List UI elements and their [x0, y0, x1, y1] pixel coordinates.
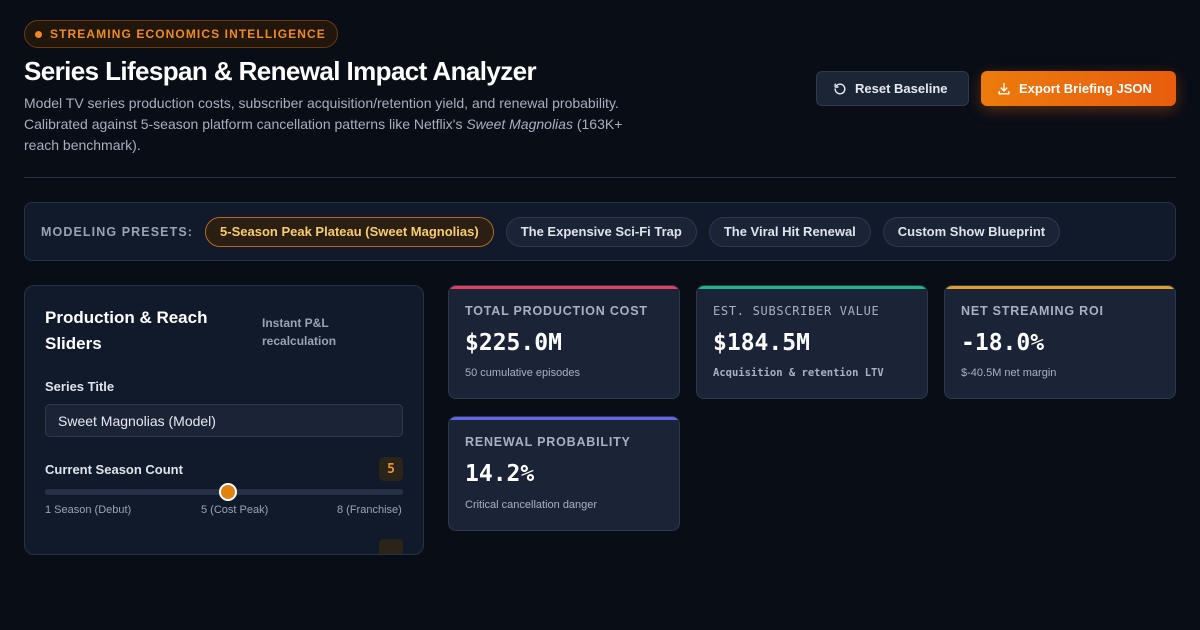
description-text: Model TV series production costs, subscr… [24, 95, 619, 132]
series-title-label: Series Title [45, 379, 115, 394]
controls-panel: Production & Reach Sliders Instant P&L r… [24, 285, 424, 555]
metric-card-production-cost: TOTAL PRODUCTION COST $225.0M 50 cumulat… [448, 285, 680, 399]
preset-sci-fi-trap[interactable]: The Expensive Sci-Fi Trap [505, 216, 697, 247]
metric-card-subscriber-value: EST. SUBSCRIBER VALUE $184.5M Acquisitio… [696, 285, 928, 399]
category-badge: STREAMING ECONOMICS INTELLIGENCE [24, 20, 338, 48]
season-tick-max: 8 (Franchise) [337, 504, 402, 516]
controls-panel-note: Instant P&L recalculation [262, 316, 337, 348]
export-briefing-label: Export Briefing JSON [1019, 81, 1152, 96]
season-slider-thumb[interactable] [219, 483, 237, 501]
season-count-label: Current Season Count [45, 462, 183, 477]
metric-value: $225.0M [465, 330, 562, 356]
metric-accent-bar [697, 286, 927, 289]
metric-card-net-roi: NET STREAMING ROI -18.0% $-40.5M net mar… [944, 285, 1176, 399]
reset-icon [834, 82, 846, 94]
preset-custom-blueprint[interactable]: Custom Show Blueprint [882, 216, 1061, 247]
export-briefing-button[interactable]: Export Briefing JSON [981, 71, 1176, 106]
metric-accent-bar [449, 286, 679, 289]
badge-label: STREAMING ECONOMICS INTELLIGENCE [50, 27, 326, 41]
series-title-input[interactable] [45, 404, 403, 437]
season-tick-mid: 5 (Cost Peak) [201, 504, 269, 516]
reset-baseline-label: Reset Baseline [855, 81, 948, 96]
metric-subtext: Acquisition & retention LTV [713, 367, 884, 379]
season-count-value: 5 [379, 457, 403, 481]
description-text-end: (163K+ reach benchmark). [24, 116, 623, 153]
badge-dot-icon [35, 30, 42, 38]
header-divider [24, 177, 1176, 178]
metric-value: $184.5M [713, 330, 810, 356]
metric-accent-bar [945, 286, 1175, 289]
metric-card-renewal-probability: RENEWAL PROBABILITY 14.2% Critical cance… [448, 416, 680, 531]
preset-sweet-magnolias[interactable]: 5-Season Peak Plateau (Sweet Magnolias) [205, 216, 494, 247]
metric-label: TOTAL PRODUCTION COST [465, 304, 648, 318]
metric-subtext: 50 cumulative episodes [465, 367, 580, 379]
metric-subtext: $-40.5M net margin [961, 367, 1057, 379]
presets-label: MODELING PRESETS: [41, 224, 194, 239]
metric-label: NET STREAMING ROI [961, 304, 1104, 318]
page-title: Series Lifespan & Renewal Impact Analyze… [24, 56, 537, 86]
metric-label: RENEWAL PROBABILITY [465, 435, 631, 449]
next-slider-value [379, 539, 403, 554]
download-icon [998, 82, 1010, 95]
page-description: Model TV series production costs, subscr… [24, 93, 634, 156]
preset-viral-hit[interactable]: The Viral Hit Renewal [708, 216, 871, 247]
season-tick-min: 1 Season (Debut) [45, 504, 132, 516]
controls-panel-title: Production & Reach Sliders [45, 308, 208, 353]
metric-label: EST. SUBSCRIBER VALUE [713, 304, 880, 318]
reset-baseline-button[interactable]: Reset Baseline [816, 71, 969, 106]
metric-accent-bar [449, 417, 679, 420]
presets-bar: MODELING PRESETS: 5-Season Peak Plateau … [24, 202, 1176, 261]
metric-value: 14.2% [465, 461, 535, 487]
metric-value: -18.0% [961, 330, 1045, 356]
description-emphasis: Sweet Magnolias [466, 116, 573, 132]
metric-subtext: Critical cancellation danger [465, 499, 598, 511]
